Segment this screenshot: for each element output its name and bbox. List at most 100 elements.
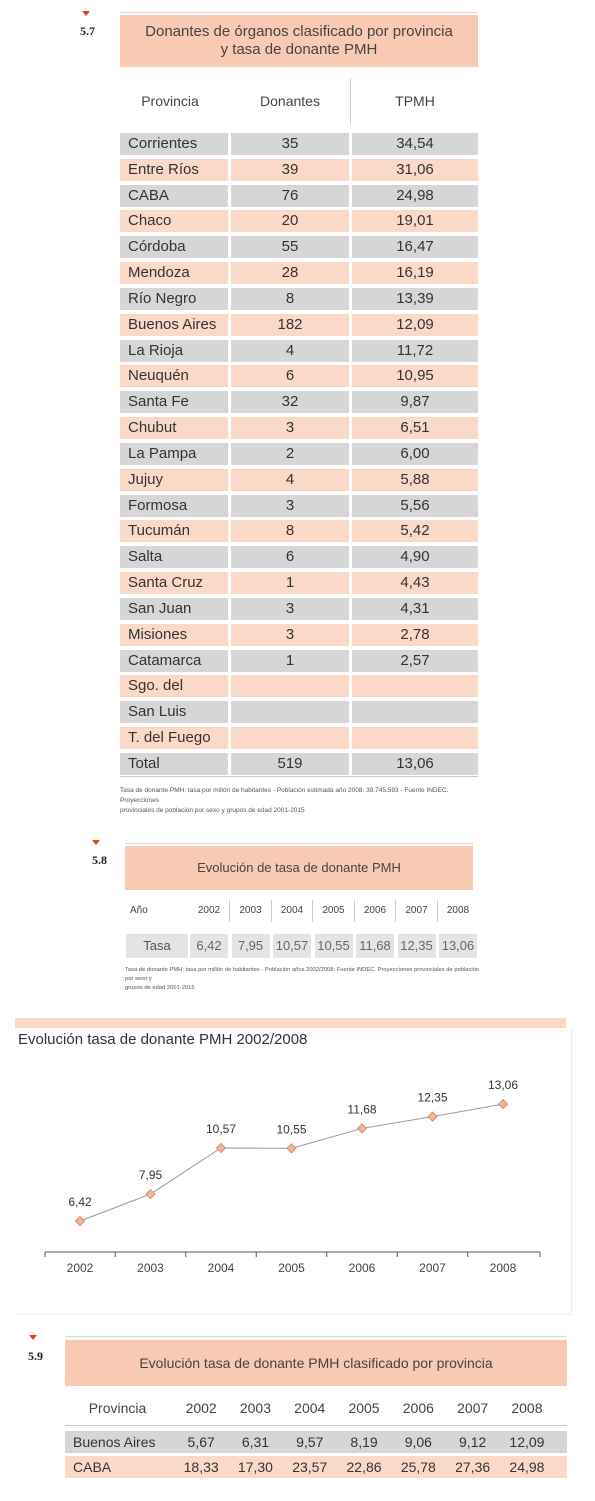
rate-cell: 12,35 <box>397 934 436 958</box>
table-row: T. del Fuego <box>120 727 478 750</box>
tpmh-cell: 5,88 <box>352 468 478 491</box>
donantes-cell: 55 <box>231 236 349 259</box>
donantes-cell: 8 <box>231 520 349 543</box>
data-label: 13,06 <box>488 1078 518 1092</box>
data-point-marker <box>215 1142 227 1154</box>
table-bottom-rule <box>120 776 478 777</box>
donantes-cell: 6 <box>231 546 349 569</box>
title-line-2: y tasa de donante PMH <box>220 41 378 58</box>
section-marker-icon <box>92 840 100 845</box>
chart-title: Evolución tasa de donante PMH 2002/2008 <box>18 1031 308 1048</box>
table-row: Misiones 3 2,78 <box>120 623 478 646</box>
data-label: 7,95 <box>139 1168 163 1182</box>
x-tick-label: 2007 <box>419 1261 446 1275</box>
tpmh-cell: 2,57 <box>352 649 478 672</box>
rate-cell: 13,06 <box>439 934 477 958</box>
provincia-cell: Córdoba <box>120 236 228 259</box>
table-row: Mendoza 28 16,19 <box>120 262 478 285</box>
provincia-cell: Mendoza <box>120 262 228 285</box>
provincia-cell: San Juan <box>120 597 228 620</box>
value-cell: 9,12 <box>459 1434 487 1450</box>
provincia-cell: La Pampa <box>120 442 228 465</box>
tpmh-cell <box>352 727 478 750</box>
table-note-5-8: Tasa de donante PMH: tasa por millón de … <box>125 966 485 993</box>
value-cell: 27,36 <box>455 1459 491 1475</box>
tpmh-cell: 4,31 <box>352 597 478 620</box>
provincia-cell: Santa Fe <box>120 391 228 414</box>
data-point-marker <box>145 1188 156 1200</box>
year-cell: 2007 <box>405 905 428 916</box>
title-line-1: Donantes de órganos clasificado por prov… <box>145 23 453 40</box>
provincia-cell: Misiones <box>120 623 228 646</box>
rate-cell: 10,55 <box>314 934 353 958</box>
rate-label-cell: Tasa <box>126 934 188 958</box>
note-line-1: Tasa de donante PMH: tasa por millón de … <box>120 787 449 804</box>
data-point-marker <box>286 1143 297 1154</box>
tpmh-cell: 5,42 <box>352 520 478 543</box>
table-row: Córdoba 55 16,47 <box>120 236 478 259</box>
donantes-cell: 76 <box>231 184 349 207</box>
tpmh-cell <box>352 701 478 724</box>
donantes-cell: 8 <box>231 287 349 310</box>
tpmh-cell: 11,72 <box>352 339 478 362</box>
donantes-cell: 1 <box>231 649 349 672</box>
table-row: Chubut 3 6,51 <box>120 417 478 440</box>
x-tick-label: 2003 <box>137 1261 164 1275</box>
note-line-2: provinciales de población por sexo y gru… <box>120 807 305 814</box>
column-header-provincia: Provincia <box>141 93 199 109</box>
table-row: Catamarca 1 2,57 <box>120 649 478 672</box>
x-tick-label: 2002 <box>67 1261 94 1275</box>
column-header-tpmh: TPMH <box>395 93 435 109</box>
tpmh-cell: 16,19 <box>352 262 478 285</box>
year-cell: 2008 <box>446 905 470 916</box>
value-cell: 23,57 <box>292 1459 328 1475</box>
table-row: Santa Fe 32 9,87 <box>120 391 478 414</box>
donantes-cell: 3 <box>231 623 349 646</box>
x-tick-label: 2004 <box>208 1261 235 1275</box>
note-line-1: Tasa de donante PMH: tasa por millón de … <box>125 967 480 982</box>
provincia-cell: Total <box>120 752 228 775</box>
donantes-cell <box>231 727 349 750</box>
rate-cell: 7,95 <box>231 934 270 958</box>
table-row: CABA 18,33 17,30 23,57 22,86 25,78 27,36 24,98 <box>65 1456 567 1478</box>
table-title-5-9: Evolución tasa de donante PMH clasificad… <box>65 1340 567 1386</box>
column-header-year: 2007 <box>457 1400 489 1416</box>
provincia-cell: Buenos Aires <box>120 313 228 336</box>
section-top-rule <box>120 12 478 13</box>
provincia-cell: San Luis <box>120 701 228 724</box>
value-cell: 9,57 <box>296 1434 324 1450</box>
tpmh-cell: 4,90 <box>352 546 478 569</box>
table-row: CABA 76 24,98 <box>120 184 478 207</box>
table-row: Santa Cruz 1 4,43 <box>120 572 478 595</box>
rate-cell: 6,42 <box>190 934 228 958</box>
chart-header-band <box>15 1018 566 1028</box>
provincia-cell: CABA <box>120 184 228 207</box>
table-row: Buenos Aires 182 12,09 <box>120 313 478 336</box>
section-number-5-8: 5.8 <box>92 853 107 867</box>
column-divider <box>270 900 272 922</box>
donantes-cell: 1 <box>231 572 349 595</box>
column-divider <box>395 900 396 922</box>
table-note-5-7: Tasa de donante PMH: tasa por millón de … <box>120 786 485 816</box>
provincia-cell: Formosa <box>120 494 228 517</box>
data-label: 11,68 <box>347 1102 376 1116</box>
table-row: San Luis <box>120 701 478 724</box>
column-divider <box>353 900 355 922</box>
provincia-cell: Corrientes <box>120 133 228 155</box>
year-label: Año <box>130 905 148 916</box>
column-header-year: 2004 <box>294 1400 326 1416</box>
column-header-provincia: Provincia <box>88 1400 147 1416</box>
table-row: Tucumán 8 5,42 <box>120 520 478 543</box>
table-row: Chaco 20 19,01 <box>120 210 478 233</box>
donantes-cell <box>231 675 349 698</box>
donantes-cell: 35 <box>231 133 349 155</box>
tpmh-cell: 34,54 <box>352 133 478 155</box>
provincia-cell: Entre Ríos <box>120 158 228 181</box>
tpmh-cell: 13,39 <box>352 287 478 310</box>
donantes-cell: 182 <box>231 313 349 336</box>
donantes-cell: 6 <box>231 365 349 388</box>
donantes-cell: 3 <box>231 597 349 620</box>
table-row: Jujuy 4 5,88 <box>120 468 478 491</box>
donantes-cell: 519 <box>231 752 349 775</box>
year-cell: 2006 <box>363 905 387 916</box>
